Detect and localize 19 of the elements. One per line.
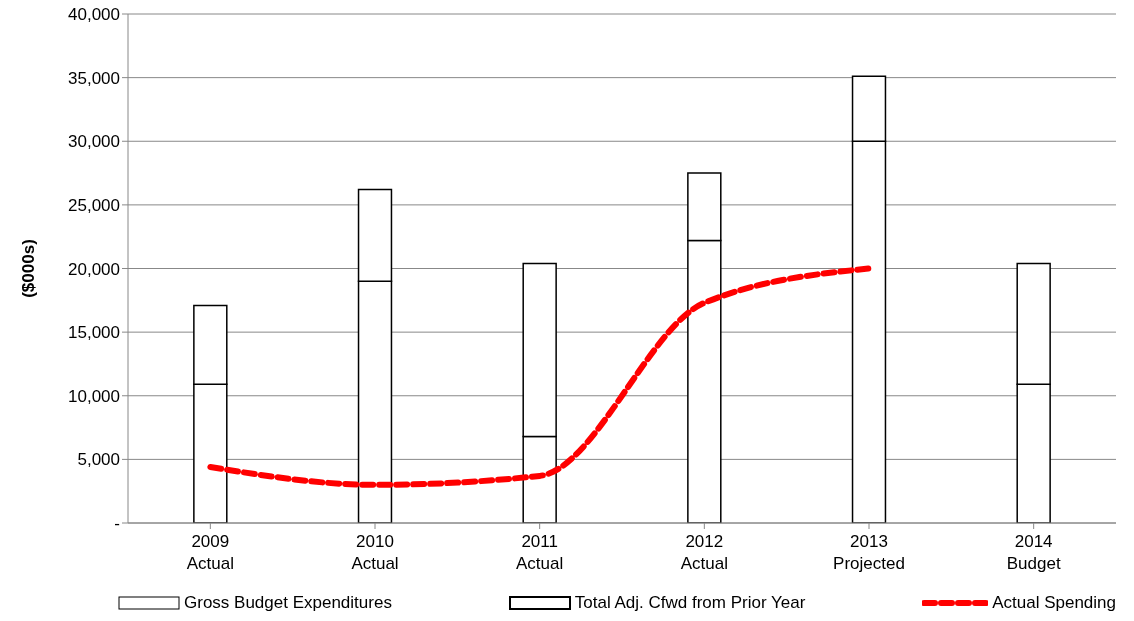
legend-label: Actual Spending [992, 593, 1116, 613]
y-tick-label: 20,000 [68, 259, 120, 279]
y-tick-label: 10,000 [68, 386, 120, 406]
legend-label: Gross Budget Expenditures [184, 593, 392, 613]
x-tick-label: 2012 Actual [680, 532, 728, 573]
y-tick-label: - [114, 514, 120, 534]
y-tick-label: 35,000 [68, 68, 120, 88]
y-axis-title: ($000s) [19, 239, 39, 298]
x-tick-label: 2013 Projected [833, 532, 905, 573]
y-tick-label: 15,000 [68, 323, 120, 343]
y-tick-label: 40,000 [68, 5, 120, 25]
y-tick-label: 25,000 [68, 195, 120, 215]
y-tick-label: 5,000 [77, 450, 120, 470]
legend-label: Total Adj. Cfwd from Prior Year [574, 593, 806, 613]
x-tick-label: 2014 Budget [1006, 532, 1061, 573]
x-tick-label: 2009 Actual [186, 532, 234, 573]
x-tick-label: 2010 Actual [351, 532, 399, 573]
x-tick-label: 2011 Actual [516, 532, 564, 573]
y-tick-label: 30,000 [68, 132, 120, 152]
